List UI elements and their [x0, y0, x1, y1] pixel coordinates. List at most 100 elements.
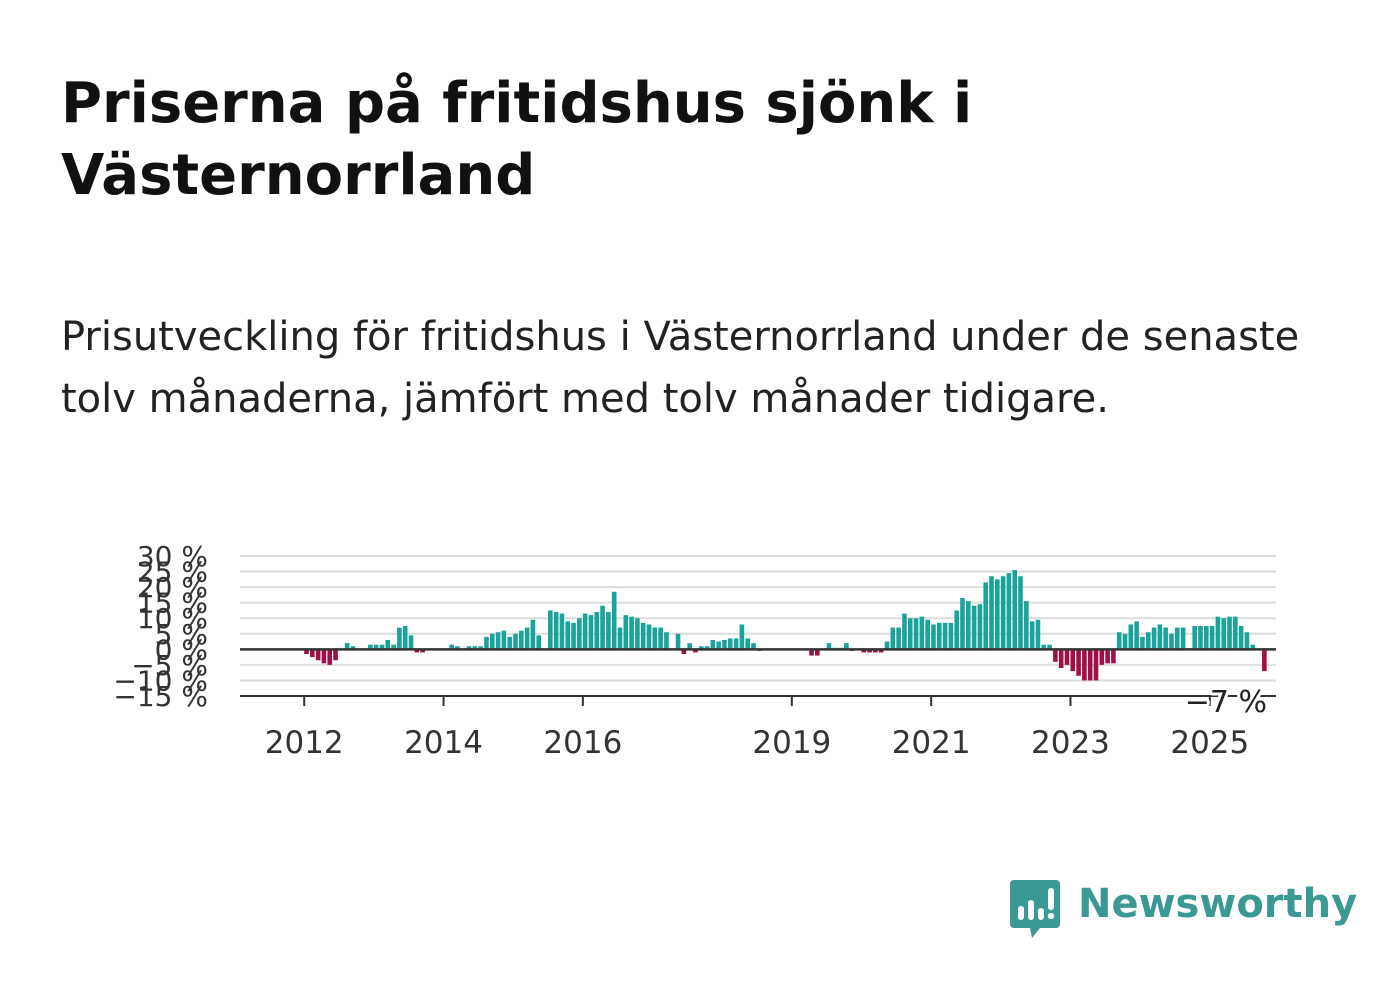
y-tick-label: −10 %	[113, 664, 208, 697]
bar	[995, 579, 1000, 650]
bar	[623, 615, 629, 650]
bar	[1227, 616, 1232, 650]
bar	[1006, 573, 1012, 650]
bar	[1169, 633, 1174, 650]
bar	[698, 646, 704, 650]
bar	[867, 649, 872, 653]
bar	[1221, 618, 1227, 650]
bar	[873, 649, 878, 653]
bar	[455, 646, 460, 650]
bar	[524, 627, 530, 650]
bar	[1134, 621, 1139, 650]
y-tick-label: 0 %	[155, 633, 208, 666]
y-axis-labels: 30 %25 %20 %15 %10 %5 %0 %−5 %−10 %−15 %	[113, 540, 208, 713]
bar	[710, 640, 716, 650]
newsworthy-logo[interactable]: Newsworthy	[1010, 880, 1357, 940]
bar	[925, 619, 930, 650]
bar	[722, 640, 727, 650]
bar	[1122, 633, 1128, 650]
x-tick-label: 2025	[1170, 725, 1249, 761]
y-tick-label: 15 %	[137, 587, 208, 620]
bar	[733, 638, 739, 650]
gridlines	[240, 555, 1276, 697]
bar	[652, 627, 658, 650]
bar	[385, 640, 391, 650]
bar	[368, 644, 373, 650]
x-tick-label: 2019	[752, 725, 831, 761]
bar	[489, 633, 495, 650]
bar	[617, 627, 623, 650]
bar	[530, 619, 536, 650]
bar	[1180, 627, 1186, 650]
y-tick-label: −15 %	[113, 680, 208, 713]
bar	[977, 604, 983, 650]
bar	[501, 630, 507, 650]
bar	[519, 630, 524, 650]
bar	[687, 643, 692, 650]
bar	[1093, 649, 1099, 681]
y-tick-label: 30 %	[137, 540, 208, 573]
bar	[391, 644, 396, 650]
bar	[1233, 616, 1238, 650]
newsworthy-logo-icon	[1010, 880, 1060, 938]
bar	[571, 622, 576, 650]
bar	[1058, 649, 1064, 668]
bar	[635, 618, 640, 650]
bar	[577, 618, 582, 650]
bar	[611, 591, 617, 650]
bar	[379, 644, 385, 650]
bar	[919, 616, 925, 650]
bars	[304, 570, 1267, 681]
bar	[716, 641, 721, 650]
bar	[565, 621, 571, 650]
bar	[315, 649, 321, 661]
bar	[948, 622, 954, 650]
bar	[582, 613, 588, 650]
bar	[727, 638, 733, 650]
bar	[310, 649, 315, 658]
chart-subtitle: Prisutveckling för fritidshus i Västerno…	[61, 314, 1300, 422]
y-tick-label: 25 %	[137, 556, 208, 589]
bar	[658, 627, 663, 650]
bar	[693, 649, 698, 653]
bar	[815, 649, 820, 656]
x-tick-label: 2021	[892, 725, 971, 761]
bar	[350, 646, 356, 650]
bar	[466, 646, 472, 650]
bar	[513, 633, 518, 650]
bar	[1018, 576, 1023, 650]
bar	[402, 626, 408, 650]
last-value-annotation: −7 %	[1182, 682, 1270, 723]
bar	[878, 649, 884, 653]
bar	[1192, 626, 1197, 650]
bar	[304, 649, 309, 654]
bar	[1262, 649, 1267, 672]
bar	[373, 644, 379, 650]
annotation-label: −7 %	[1185, 685, 1267, 720]
bar	[907, 618, 913, 650]
bar	[478, 646, 483, 650]
bar	[1024, 601, 1029, 650]
y-tick-label: 20 %	[137, 571, 208, 604]
bar	[414, 649, 420, 653]
y-tick-label: −5 %	[131, 649, 208, 682]
bar	[333, 649, 338, 661]
bar	[1140, 636, 1145, 650]
bar	[1157, 624, 1163, 650]
bar	[536, 635, 542, 650]
bar	[1087, 649, 1093, 681]
bar	[1151, 627, 1157, 650]
bar	[1029, 621, 1035, 650]
bar	[449, 644, 454, 650]
bar	[664, 632, 669, 650]
bar	[1012, 570, 1018, 650]
bar	[408, 635, 414, 650]
bar	[327, 649, 333, 665]
x-tick-label: 2012	[265, 725, 344, 761]
bar	[931, 624, 936, 650]
bar	[965, 601, 971, 650]
bar	[495, 632, 501, 650]
bar	[1215, 616, 1221, 650]
bar	[1070, 649, 1076, 672]
bar	[606, 612, 611, 650]
